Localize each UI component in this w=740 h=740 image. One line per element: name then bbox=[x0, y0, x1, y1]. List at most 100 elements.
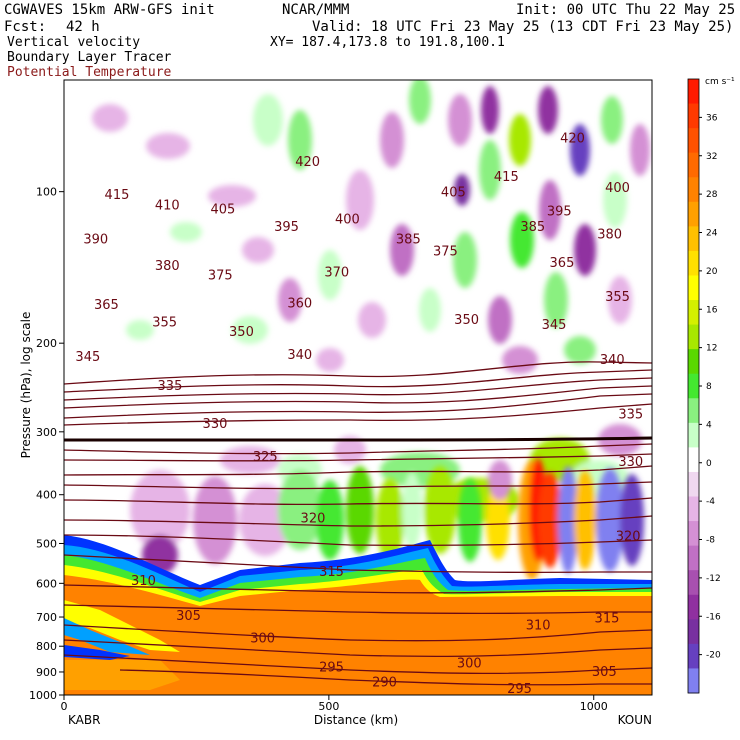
init-time: Init: 00 UTC Thu 22 May 25 bbox=[516, 2, 736, 18]
theta-label: 375 bbox=[433, 245, 458, 260]
field-boundary-layer-tracer: Boundary Layer Tracer bbox=[7, 50, 172, 65]
theta-label: 375 bbox=[208, 268, 233, 283]
colorbar-swatch bbox=[688, 619, 699, 645]
y-tick-label: 200 bbox=[36, 337, 57, 350]
y-axis-label: Pressure (hPa), log scale bbox=[19, 312, 33, 459]
potential-temperature-contours bbox=[64, 361, 652, 686]
theta-label: 290 bbox=[372, 675, 397, 690]
colorbar-swatch bbox=[688, 668, 699, 694]
y-tick-label: 700 bbox=[36, 611, 57, 624]
colorbar-label: -20 bbox=[706, 651, 721, 661]
theta-label: 305 bbox=[592, 665, 617, 680]
colorbar-swatch bbox=[688, 226, 699, 252]
colorbar: 36 32 28 24 20 16 12 8 4 0 -4 -8 -12 -16 -20 bbox=[687, 78, 721, 694]
vertical-velocity-field: 420 420 415 415 410 405 405 400 400 395 395 390 385 3… bbox=[64, 80, 652, 695]
convective-columns bbox=[130, 458, 644, 580]
theta-label: 370 bbox=[324, 265, 349, 280]
theta-label: 400 bbox=[335, 212, 360, 227]
theta-label: 400 bbox=[605, 181, 630, 196]
colorbar-label: 0 bbox=[706, 459, 712, 469]
theta-label: 390 bbox=[83, 233, 108, 248]
theta-label: 365 bbox=[94, 298, 119, 313]
theta-label: 355 bbox=[152, 315, 177, 330]
x-axis-label: Distance (km) bbox=[314, 713, 398, 727]
theta-label: 380 bbox=[155, 259, 180, 274]
y-tick-label: 100 bbox=[36, 186, 57, 199]
y-tick-label: 300 bbox=[36, 426, 57, 439]
org-label: NCAR/MMM bbox=[282, 2, 350, 18]
colorbar-swatch bbox=[688, 447, 699, 473]
theta-label: 345 bbox=[542, 318, 567, 333]
colorbar-label: 8 bbox=[706, 382, 712, 392]
theta-label: 415 bbox=[494, 170, 519, 185]
colorbar-swatch bbox=[688, 79, 699, 105]
cross-section-coords: XY= 187.4,173.8 to 191.8,100.1 bbox=[270, 35, 505, 50]
theta-label: 310 bbox=[526, 618, 551, 633]
theta-label: 415 bbox=[105, 188, 130, 203]
colorbar-swatch bbox=[688, 496, 699, 522]
theta-label: 350 bbox=[229, 325, 254, 340]
colorbar-swatch bbox=[688, 275, 699, 301]
x-endpoint-left: KABR bbox=[68, 713, 100, 727]
colorbar-label: 36 bbox=[706, 113, 718, 123]
theta-label: 345 bbox=[75, 350, 100, 365]
theta-label: 385 bbox=[520, 220, 545, 235]
theta-label: 325 bbox=[253, 450, 278, 465]
theta-label: 300 bbox=[457, 657, 482, 672]
colorbar-swatch bbox=[688, 471, 699, 498]
theta-label: 385 bbox=[396, 233, 421, 248]
y-tick-label: 1000 bbox=[29, 689, 57, 702]
theta-label: 350 bbox=[454, 313, 479, 328]
y-tick-label: 400 bbox=[36, 489, 57, 502]
colorbar-swatch bbox=[688, 594, 699, 620]
colorbar-label: -4 bbox=[706, 497, 715, 507]
theta-label: 330 bbox=[203, 417, 228, 432]
colorbar-swatch bbox=[688, 570, 699, 596]
colorbar-label: 32 bbox=[706, 152, 717, 162]
colorbar-swatch bbox=[688, 103, 699, 129]
x-endpoint-right: KOUN bbox=[618, 713, 652, 727]
theta-label: 420 bbox=[560, 131, 585, 146]
y-axis: 100 200 300 400 500 600 700 800 900 1000 bbox=[29, 186, 64, 702]
x-tick-label: 500 bbox=[318, 700, 339, 713]
valid-time: Valid: 18 UTC Fri 23 May 25 (13 CDT Fri … bbox=[312, 19, 734, 35]
colorbar-swatch bbox=[688, 422, 699, 448]
colorbar-swatch bbox=[688, 128, 699, 154]
colorbar-label: 16 bbox=[706, 305, 718, 315]
plot-frame bbox=[63, 79, 653, 696]
colorbar-units: cm s⁻¹ bbox=[705, 77, 735, 87]
theta-label: 310 bbox=[131, 574, 156, 589]
theta-label: 420 bbox=[295, 155, 320, 170]
theta-label: 315 bbox=[595, 612, 620, 627]
theta-label: 405 bbox=[441, 186, 466, 201]
colorbar-swatch bbox=[688, 152, 699, 178]
colorbar-label: 12 bbox=[706, 344, 717, 354]
theta-label: 405 bbox=[211, 202, 236, 217]
x-tick-label: 1000 bbox=[580, 700, 608, 713]
theta-label: 330 bbox=[618, 455, 643, 470]
colorbar-swatch bbox=[688, 373, 699, 399]
forecast-hour: 42 h bbox=[66, 19, 100, 35]
colorbar-swatch bbox=[688, 398, 699, 424]
colorbar-swatch bbox=[688, 177, 699, 203]
theta-label: 355 bbox=[605, 290, 630, 305]
model-title: CGWAVES 15km ARW-GFS init bbox=[4, 2, 215, 18]
colorbar-swatch bbox=[688, 250, 699, 276]
x-tick-label: 0 bbox=[61, 700, 68, 713]
theta-label: 380 bbox=[597, 227, 622, 242]
theta-labels: 420 420 415 415 410 405 405 400 400 395 395 390 385 3… bbox=[75, 131, 643, 695]
y-tick-label: 500 bbox=[36, 537, 57, 550]
y-tick-label: 800 bbox=[36, 640, 57, 653]
colorbar-label: 20 bbox=[706, 267, 718, 277]
theta-label: 395 bbox=[547, 205, 572, 220]
theta-label: 295 bbox=[319, 661, 344, 676]
theta-label: 315 bbox=[319, 565, 344, 580]
theta-label: 340 bbox=[287, 348, 312, 363]
colorbar-swatch bbox=[688, 521, 699, 547]
colorbar-swatch bbox=[688, 545, 699, 571]
theta-label: 365 bbox=[550, 256, 575, 271]
y-tick-label: 600 bbox=[36, 577, 57, 590]
colorbar-label: -16 bbox=[706, 612, 721, 622]
theta-label: 335 bbox=[618, 408, 643, 423]
